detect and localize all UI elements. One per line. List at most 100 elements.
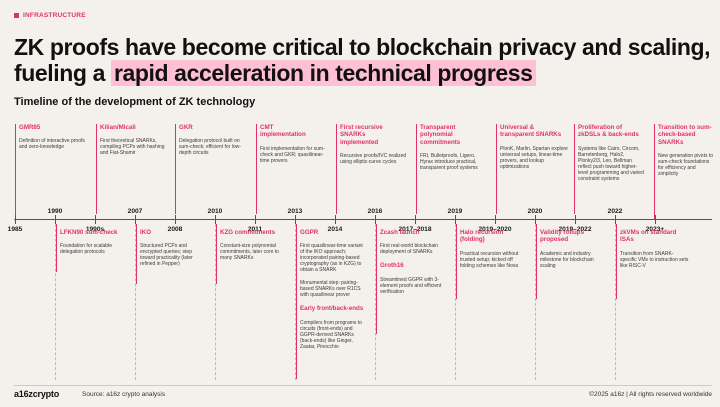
event-title: GKR [179,124,193,131]
event-bar [456,224,458,299]
event-zkdsls: Proliferation of zkDSLs & back-ends Syst… [574,124,646,214]
year-label: 1985 [7,226,23,233]
axis-tick [495,215,496,224]
timeline-axis [14,219,712,221]
event-transparent-commitments: Transparent polynomial commitments FRI, … [416,124,488,214]
year-label: 2016 [367,208,383,215]
axis-tick [335,215,336,224]
event-title: CMT implementation [260,124,306,139]
event-desc-2: Monumental step: pairing-based SNARKs ov… [300,280,361,299]
event-title: Kilian/Micali [100,124,136,131]
event-desc: First theoretical SNARKs, compiling PCPs… [100,138,165,157]
year-label: 2019–2020 [478,226,512,233]
event-universal-snarks: Universal & transparent SNARKs PlonK, Ma… [496,124,568,214]
event-title: LFKN90 sum-check [60,229,118,236]
event-desc: Constant-size polynomial commitments, la… [220,243,279,262]
year-label: 2017–2018 [398,226,432,233]
event-bar [216,224,218,284]
event-desc: Transition from SNARK-specific VMs to in… [620,250,689,269]
axis-tick [655,215,656,224]
axis-tick [95,215,96,224]
event-desc-2: Streamlined GGPR with 3-element proofs a… [380,276,442,295]
event-title: Validity rollups proposed [540,229,585,244]
headline-highlight: rapid acceleration in technical progress [110,60,536,86]
axis-tick [295,215,296,224]
event-desc: First quasilinear-time variant of the IK… [300,243,363,274]
event-bar [336,124,338,214]
dashed-connector [535,224,536,380]
subhead: Timeline of the development of ZK techno… [14,96,256,108]
event-desc: PlonK, Marlin, Spartan explore universal… [500,145,568,170]
event-desc: Structured PCPs and encrypted queries; s… [140,243,193,268]
year-label: 2011 [247,226,263,233]
headline-line1: ZK proofs have become critical to blockc… [14,34,711,60]
event-desc: Practical recursion without trusted setu… [460,250,519,269]
event-desc: New generation pivots to sum-check found… [658,152,714,177]
event-cmt: CMT implementation First implementation … [256,124,328,214]
axis-tick [175,215,176,224]
year-label: 1990s [85,226,105,233]
event-desc: Delegation protocol built on sum-check; … [179,138,241,157]
event-title: Universal & transparent SNARKs [500,124,562,139]
event-gmr85: GMR85 Definition of interactive proofs a… [15,124,87,219]
dashed-connector [295,224,296,380]
event-title: IKO [140,229,152,236]
axis-tick [455,215,456,224]
axis-tick [55,215,56,224]
event-title: Halo recursion (folding) [460,229,504,244]
event-bar [256,124,258,214]
event-halo: Halo recursion (folding) Practical recur… [456,224,528,299]
event-desc: Foundation for scalable delegation proto… [60,243,112,256]
event-title: Zcash launch [380,229,420,236]
axis-tick [575,215,576,224]
axis-tick [615,215,616,224]
event-desc: Systems like Cairo, Circom, Barretenberg… [578,145,644,182]
tag-label: INFRASTRUCTURE [23,12,86,19]
event-title: zkVMs on standard ISAs [620,229,677,244]
dashed-connector [375,224,376,380]
event-zkvms: zkVMs on standard ISAs Transition from S… [616,224,690,299]
axis-tick [535,215,536,224]
axis-tick [255,215,256,224]
copyright-note: ©2025 a16z | All rights reserved worldwi… [589,391,712,398]
event-gkr: GKR Delegation protocol built on sum-che… [175,124,247,214]
source-note: Source: a16z crypto analysis [82,391,166,398]
event-recursive-snarks: First recursive SNARKs implemented Recur… [336,124,408,214]
year-label: 2010 [207,208,223,215]
event-bar [296,224,298,379]
event-title: GMR85 [19,124,41,131]
year-label: 2020 [527,208,543,215]
headline-line2: fueling a rapid acceleration in technica… [14,60,710,86]
dashed-connector [55,224,56,380]
event-bar [496,124,498,214]
event-title: Transition to sum-check-based SNARKs [658,124,712,146]
event-sumcheck-snarks: Transition to sum-check-based SNARKs New… [654,124,716,219]
headline-plain: fueling a [14,60,111,86]
event-kzg: KZG commitments Constant-size polynomial… [216,224,288,284]
event-bar [175,124,177,214]
event-title: KZG commitments [220,229,276,236]
event-title-2: Early front/back-ends [300,305,364,313]
dashed-connector [615,224,616,380]
event-title-2: Groth16 [380,262,404,270]
event-bar [376,224,378,334]
dashed-connector [215,224,216,380]
event-bar [96,124,98,214]
event-bar [654,124,656,219]
dashed-connector [135,224,136,380]
tag-square-icon [14,13,19,18]
event-bar [56,224,58,272]
event-bar [616,224,618,299]
event-iko: IKO Structured PCPs and encrypted querie… [136,224,208,284]
footer-divider [14,385,712,386]
section-tag: INFRASTRUCTURE [14,12,86,19]
event-desc: FRI, Bulletproofs, Ligero, Hyrax introdu… [420,152,478,171]
event-title: Proliferation of zkDSLs & back-ends [578,124,639,139]
year-label: 2023+ [645,226,665,233]
axis-tick [135,215,136,224]
event-lfkn90: LFKN90 sum-check Foundation for scalable… [56,224,128,272]
event-bar [536,224,538,299]
year-label: 2019–2022 [558,226,592,233]
event-desc: Academic and industry milestone for bloc… [540,250,594,269]
dashed-connector [455,224,456,380]
